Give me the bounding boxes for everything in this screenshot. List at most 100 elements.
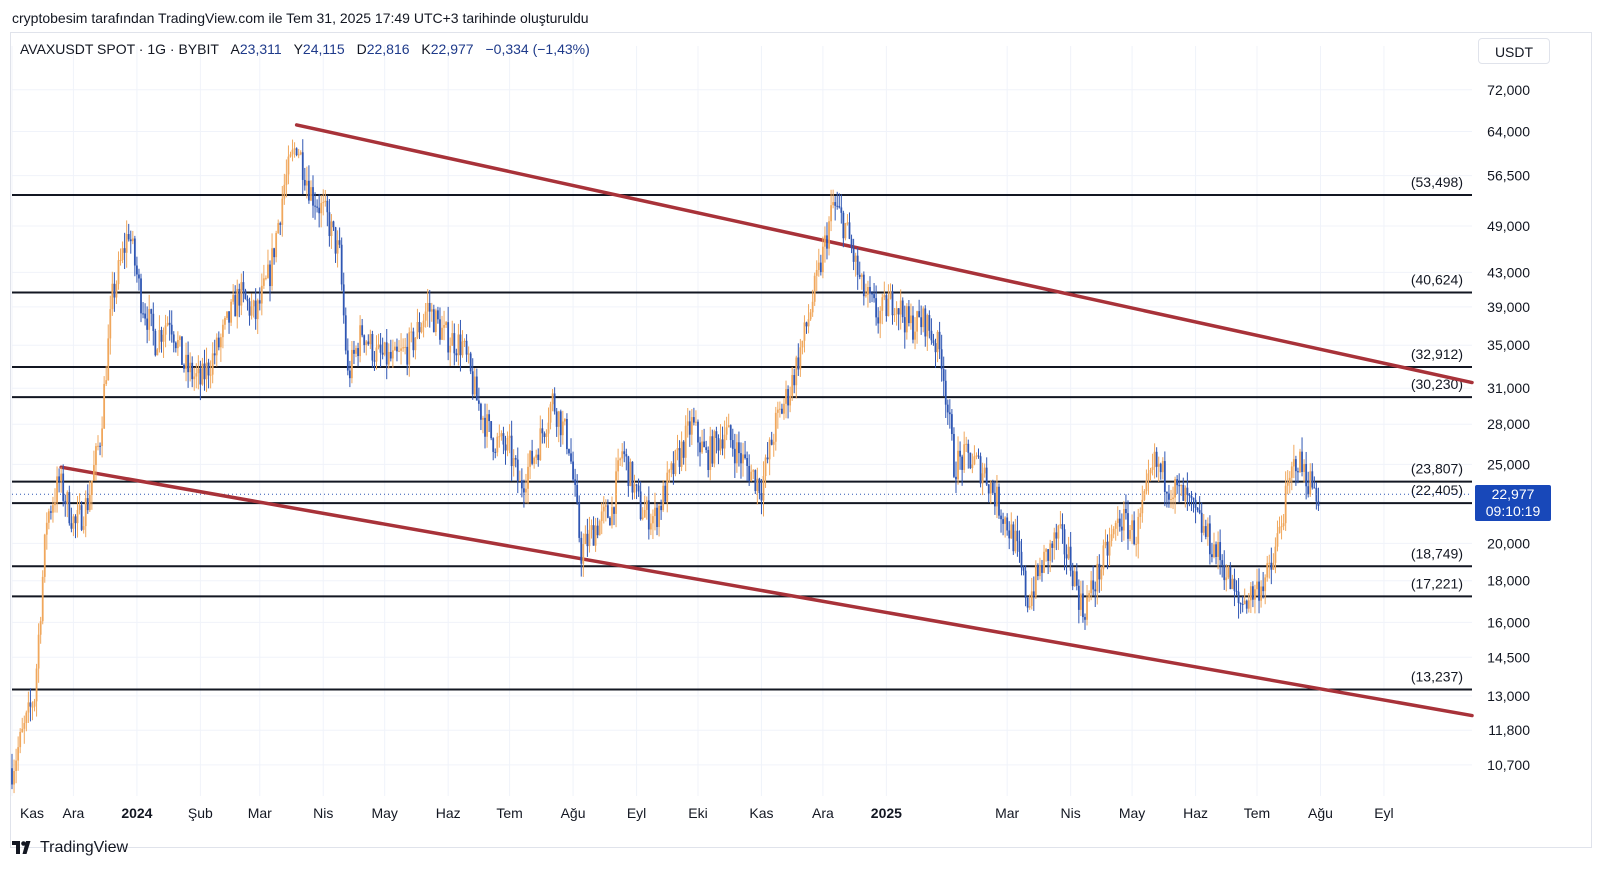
candle-body [35,668,38,702]
candle-body [770,439,773,445]
candle-body [269,264,271,287]
symbol-name: AVAXUSDT SPOT · 1G · BYBIT [20,41,219,57]
candle-body [1184,487,1187,501]
candle-body [13,770,15,785]
candle-body [1014,530,1017,552]
candle-body [301,152,304,180]
trendlines[interactable] [59,123,1474,718]
candle-body [1024,570,1027,598]
candle-body [445,322,448,326]
candle-body [824,235,826,247]
candle-body [295,148,298,155]
candle-body [559,411,562,436]
candle-body [1010,524,1013,539]
candle-body [351,349,353,379]
horizontal-levels[interactable]: (53,498) (40,624) (32,912) (30,230) (23,807)… [12,174,1472,691]
candle-body [1028,605,1031,608]
candle-body [1129,530,1131,539]
candle-body [1110,534,1113,541]
candle-body [950,414,953,434]
candle-body [611,507,613,526]
candle-body [482,417,484,420]
candle-body [1278,526,1281,534]
tradingview-logo[interactable]: TradingView [12,839,128,857]
candle-body [1198,510,1201,513]
candle-body [905,306,908,333]
candle-body [768,439,771,460]
candle-body [869,287,871,294]
candle-body [899,300,902,315]
candle-body [516,459,519,481]
candle-body [942,369,945,381]
candle-body [981,473,984,484]
candle-body [1075,571,1078,586]
candle-body [647,500,650,530]
candle-body [291,149,294,155]
candle-body [856,255,859,275]
candle-body [936,331,939,353]
candle-body [283,184,286,199]
candle-body [469,353,472,372]
time-axis[interactable]: Kas Ara 2024 Şub Mar Nis May Haz Tem Ağu Eyl Eki Kas… [20,805,1394,821]
candle-body [299,152,302,155]
candle-body [1059,524,1062,526]
candle-body [834,202,837,206]
candle-body [654,507,656,517]
level-label: (23,807) [1411,461,1463,477]
chart-frame [10,32,1592,848]
candle-body [1082,593,1084,618]
candle-body [224,317,226,325]
candle-body [666,472,669,502]
candle-body [439,319,441,340]
candle-body [1098,563,1101,580]
candle-body [242,282,245,291]
currency-unit-button[interactable]: USDT [1478,38,1550,64]
candle-body [1161,461,1164,473]
candle-body [1294,459,1297,472]
candle-body [836,205,839,207]
candle-body [95,446,97,466]
candle-body [803,322,806,341]
candle-body [795,357,798,386]
x-tick-label: Kas [749,805,773,821]
candle-body [862,274,865,297]
candle-body [684,425,687,458]
candle-body [1043,551,1045,573]
level-label: (40,624) [1411,271,1463,287]
candle-body [629,461,632,487]
symbol-legend[interactable]: AVAXUSDT SPOT · 1G · BYBIT A23,311 Y24,1… [20,41,590,57]
candle-body [801,340,804,348]
candle-body [1030,591,1033,606]
y-tick-label: 11,800 [1488,722,1530,738]
candle-body [922,308,925,328]
candle-body [45,522,48,535]
candle-body [162,334,165,342]
candle-body [78,505,81,510]
candle-body [498,436,501,438]
candle-body [1270,562,1273,570]
price-axis[interactable]: 72,000 64,000 56,500 49,000 43,000 39,000 35,0… [1487,82,1530,773]
candle-body [109,309,112,339]
candle-body [1032,591,1035,597]
candle-body [56,476,58,503]
candle-body [367,341,370,345]
candle-body [576,484,579,503]
candle-body [1112,528,1115,535]
candle-body [588,529,591,547]
candle-body [170,324,173,335]
candle-body [152,313,155,331]
candle-body [31,706,34,708]
level-label: (13,237) [1411,669,1463,685]
candle-body [172,334,175,343]
candle-body [563,418,566,422]
candle-body [240,282,243,306]
candle-body [781,408,783,414]
candle-body [1147,473,1150,481]
x-tick-label: Eyl [1374,805,1393,821]
candle-body [389,351,392,359]
y-tick-label: 10,700 [1487,757,1530,773]
candle-body [742,454,744,464]
candle-body [1026,597,1029,608]
candle-body [1235,590,1238,592]
